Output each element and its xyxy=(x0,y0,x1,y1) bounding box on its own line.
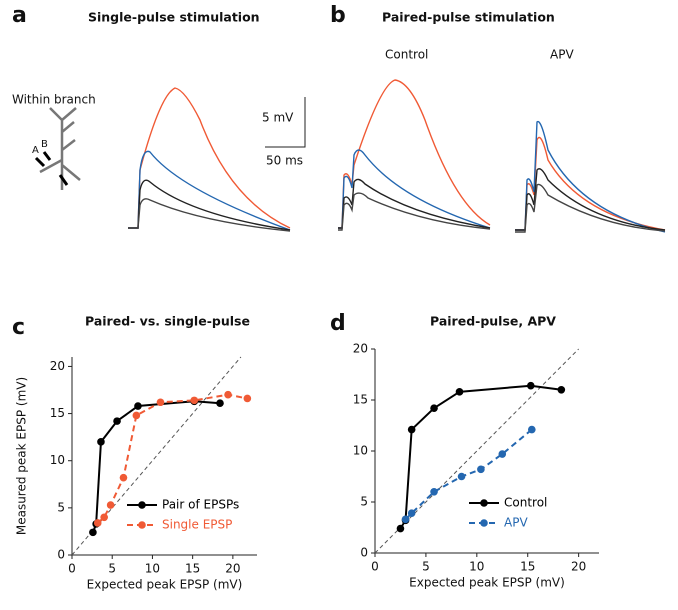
panel-letter: b xyxy=(330,3,346,28)
data-point xyxy=(113,417,121,425)
data-point xyxy=(430,404,438,412)
series-line xyxy=(97,393,248,524)
scale-label: 5 mV xyxy=(262,111,294,125)
data-point xyxy=(132,411,141,420)
legend-label: Pair of EPSPs xyxy=(162,498,239,512)
data-point xyxy=(407,425,416,434)
y-tick-label: 20 xyxy=(50,359,65,373)
y-tick-label: 10 xyxy=(50,453,65,467)
y-tick-label: 15 xyxy=(50,406,65,420)
y-tick-label: 5 xyxy=(360,495,368,509)
panel-letter: c xyxy=(12,315,25,340)
traces-b xyxy=(338,79,666,233)
x-tick-label: 0 xyxy=(371,560,379,574)
x-axis-label: Expected peak EPSP (mV) xyxy=(87,578,243,592)
data-point xyxy=(396,524,405,533)
x-tick-label: 5 xyxy=(422,560,430,574)
scale-bar xyxy=(265,97,306,148)
x-axis-label: Expected peak EPSP (mV) xyxy=(409,576,565,590)
x-tick-label: 10 xyxy=(469,560,484,574)
data-point xyxy=(401,515,410,524)
data-point xyxy=(106,501,115,509)
neuron-schematic xyxy=(34,107,81,190)
y-tick-label: 10 xyxy=(353,444,368,458)
data-point xyxy=(190,396,199,405)
x-tick-label: 20 xyxy=(225,562,240,576)
x-tick-label: 15 xyxy=(185,562,200,576)
y-axis-label: Measured peak EPSP (mV) xyxy=(15,377,29,535)
chart-title: Paired- vs. single-pulse xyxy=(85,314,250,329)
data-point xyxy=(243,394,252,403)
y-tick-label: 0 xyxy=(360,546,368,560)
data-point xyxy=(526,381,535,390)
data-point xyxy=(407,509,416,518)
x-tick-label: 20 xyxy=(571,560,586,574)
panel-title: Paired-pulse stimulation xyxy=(382,10,555,25)
data-point xyxy=(457,472,466,481)
legend-marker xyxy=(480,499,488,507)
data-point xyxy=(455,388,464,396)
chart-title: Paired-pulse, APV xyxy=(430,314,556,329)
panel-letter: a xyxy=(12,3,27,28)
panel-title: Single-pulse stimulation xyxy=(88,10,260,25)
panel-letter: d xyxy=(330,311,346,336)
legend-marker xyxy=(138,501,146,509)
identity-line xyxy=(374,348,579,554)
series-line xyxy=(91,400,221,533)
data-point xyxy=(89,528,97,537)
data-point xyxy=(93,519,102,527)
data-point xyxy=(119,473,128,482)
x-tick-label: 5 xyxy=(108,562,116,576)
data-point xyxy=(557,386,566,394)
data-point xyxy=(97,438,105,446)
site-label: B xyxy=(41,139,48,150)
y-tick-label: 15 xyxy=(353,393,368,407)
legend-label: APV xyxy=(504,516,528,530)
data-point xyxy=(224,390,232,399)
data-point xyxy=(100,513,108,522)
y-tick-label: 5 xyxy=(57,500,65,514)
legend-marker xyxy=(138,521,146,529)
site-label: A xyxy=(32,145,39,156)
x-tick-label: 15 xyxy=(520,560,535,574)
schematic-label: Within branch xyxy=(12,93,96,107)
x-tick-label: 10 xyxy=(145,562,160,576)
data-point xyxy=(430,488,438,496)
data-point xyxy=(498,450,507,458)
scale-label: 50 ms xyxy=(266,154,303,168)
y-tick-label: 20 xyxy=(353,342,368,356)
data-point xyxy=(528,425,536,434)
legend-label: Single EPSP xyxy=(162,518,232,532)
x-tick-label: 0 xyxy=(68,562,76,576)
y-tick-label: 0 xyxy=(57,548,65,562)
data-point xyxy=(216,399,224,408)
data-point xyxy=(477,465,485,474)
legend-marker xyxy=(480,519,488,527)
condition-label: APV xyxy=(550,48,574,62)
data-point xyxy=(156,398,165,407)
data-point xyxy=(134,402,142,410)
legend-label: Control xyxy=(504,496,547,510)
condition-label: Control xyxy=(385,48,428,62)
traces-a xyxy=(128,87,291,232)
